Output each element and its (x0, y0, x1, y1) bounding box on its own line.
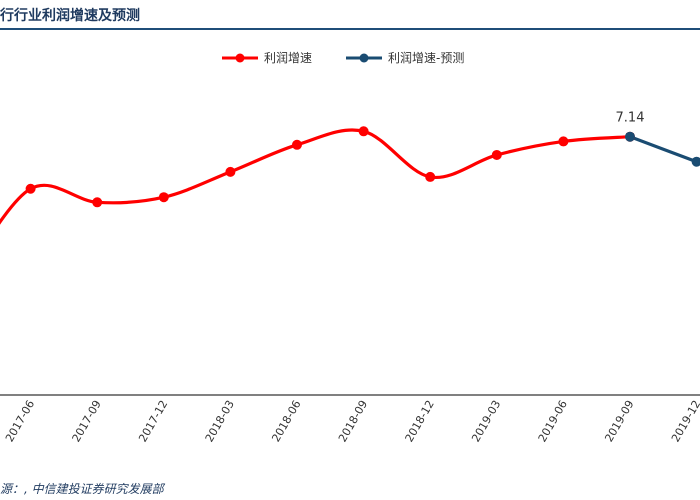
data-point-0-2 (92, 197, 103, 208)
legend: 利润增速 利润增速-预测 (222, 51, 464, 65)
x-tick-label: 2017-09 (70, 398, 104, 444)
series-line-1 (628, 135, 699, 164)
source-note: 源：, 中信建投证券研究发展部 (0, 482, 164, 496)
data-point-0-1 (25, 183, 36, 194)
legend-swatch-marker-0 (235, 53, 245, 63)
title-bar: 行行业利润增速及预测 (0, 0, 700, 30)
data-point-1-11 (691, 156, 700, 167)
data-point-0-4 (225, 166, 236, 177)
x-tick-labels: 2017-032017-062017-092017-122018-032018-… (3, 398, 700, 444)
x-tick-label: 2019-06 (536, 398, 570, 444)
data-point-0-5 (292, 139, 302, 150)
data-point-0-8 (491, 149, 502, 160)
data-point-0-6 (358, 126, 369, 137)
chart-title: 行行业利润增速及预测 (0, 8, 140, 24)
data-point-0-9 (558, 136, 569, 147)
series-points (25, 126, 700, 208)
data-point-0-7 (425, 171, 436, 182)
data-labels: 7.14 (616, 111, 645, 126)
x-tick-label: 2017-12 (136, 398, 170, 444)
legend-label-1: 利润增速-预测 (388, 51, 464, 65)
x-tick-label: 2017-06 (3, 398, 37, 444)
x-tick-label: 2019-03 (469, 398, 503, 444)
series-lines (0, 128, 699, 225)
x-tick-label: 2018-12 (403, 398, 437, 444)
x-tick-label: 2018-06 (269, 398, 303, 444)
legend-label-0: 利润增速 (264, 51, 312, 65)
data-point-1-10 (625, 131, 635, 142)
x-tick-label: 2019-12 (669, 398, 700, 444)
data-point-0-3 (158, 192, 169, 203)
x-tick-label: 2018-09 (336, 398, 370, 444)
x-tick-label: 2018-03 (203, 398, 237, 444)
x-tick-label: 2019-09 (602, 398, 636, 444)
data-label: 7.14 (616, 111, 645, 126)
legend-swatch-marker-1 (359, 53, 369, 63)
